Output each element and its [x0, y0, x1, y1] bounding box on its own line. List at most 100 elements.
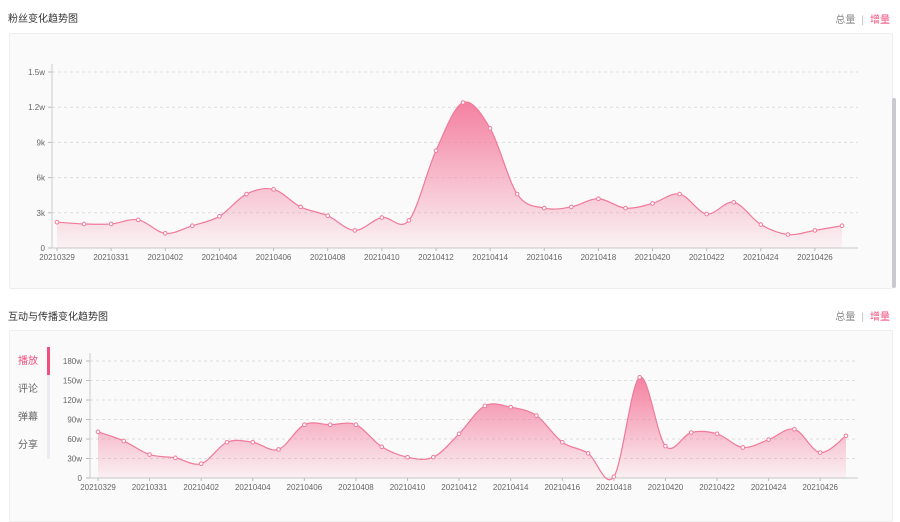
- data-point: [714, 431, 720, 437]
- data-point: [585, 451, 591, 456]
- x-tick-label: 20210404: [202, 253, 238, 262]
- data-point: [379, 444, 385, 450]
- data-point: [327, 422, 333, 428]
- data-point: [482, 403, 488, 409]
- data-point: [623, 205, 628, 211]
- data-point: [650, 201, 655, 206]
- x-tick-label: 20210412: [418, 253, 454, 262]
- data-point: [244, 191, 249, 197]
- x-tick-label: 20210420: [635, 253, 671, 262]
- x-tick-label: 20210331: [93, 253, 129, 262]
- interaction-section-title: 互动与传播变化趋势图: [8, 312, 108, 323]
- y-tick-label: 1.2w: [28, 103, 45, 112]
- data-point: [353, 422, 359, 428]
- x-tick-label: 20210412: [441, 483, 477, 492]
- data-point: [135, 217, 141, 223]
- tab-play[interactable]: 播放: [18, 356, 38, 367]
- x-tick-label: 20210408: [338, 483, 374, 492]
- data-point: [677, 191, 682, 197]
- interaction-toggle-increment[interactable]: 增量: [870, 312, 890, 323]
- x-tick-label: 20210416: [526, 253, 562, 262]
- data-point: [740, 445, 746, 450]
- y-tick-label: 90w: [67, 416, 82, 425]
- x-tick-label: 20210329: [39, 253, 75, 262]
- x-tick-label: 20210408: [310, 253, 346, 262]
- x-tick-label: 20210424: [743, 253, 779, 262]
- data-point: [514, 191, 520, 197]
- x-tick-label: 20210406: [287, 483, 323, 492]
- y-tick-label: 1.5w: [28, 68, 45, 77]
- x-tick-label: 20210416: [544, 483, 580, 492]
- metric-tab-indicator: [47, 347, 50, 375]
- tab-share[interactable]: 分享: [18, 440, 38, 451]
- data-point: [508, 404, 513, 410]
- data-point: [460, 100, 466, 105]
- data-point: [276, 447, 281, 452]
- interaction-toggle-total[interactable]: 总量: [835, 312, 856, 323]
- data-point: [81, 221, 87, 227]
- fans-chart: 0 3k 6k 9k 1.2w 1.5w 20210329 20210331 20210402 2…: [28, 64, 858, 262]
- data-point: [433, 148, 439, 153]
- y-tick-label: 180w: [63, 357, 82, 366]
- data-point: [843, 433, 849, 439]
- x-tick-label: 20210406: [256, 253, 292, 262]
- metric-tabs: 播放 评论 弹幕 分享: [18, 348, 50, 460]
- x-tick-label: 20210402: [147, 253, 183, 262]
- data-point: [302, 422, 307, 428]
- data-point: [217, 214, 222, 219]
- series-area: [57, 101, 842, 248]
- x-tick-label: 20210418: [581, 253, 617, 262]
- data-point: [405, 454, 410, 460]
- data-point: [541, 205, 547, 211]
- data-point: [487, 126, 493, 131]
- data-point: [596, 196, 601, 202]
- data-point: [147, 452, 152, 457]
- series-area: [98, 376, 846, 480]
- data-point: [298, 204, 303, 210]
- x-tick-label: 20210329: [80, 483, 116, 492]
- data-point: [758, 222, 764, 227]
- x-tick-label: 20210402: [183, 483, 219, 492]
- data-point: [839, 223, 845, 229]
- data-point: [431, 454, 436, 460]
- data-point: [108, 221, 114, 227]
- data-point: [663, 443, 668, 449]
- data-point: [766, 437, 771, 442]
- interaction-chart: 0 30w 60w 90w 120w 150w 180w 20210329 20210331 20…: [63, 353, 858, 492]
- page-scrollbar[interactable]: [892, 98, 896, 288]
- data-point: [812, 228, 818, 233]
- x-tick-label: 20210414: [472, 253, 508, 262]
- x-tick-label: 20210420: [648, 483, 684, 492]
- tab-comment[interactable]: 评论: [18, 384, 38, 395]
- toggle-separator: |: [861, 15, 864, 26]
- data-point: [785, 232, 791, 237]
- data-point: [704, 211, 709, 217]
- y-tick-label: 3k: [37, 209, 46, 218]
- y-tick-label: 0: [78, 474, 83, 483]
- fans-toggle-increment[interactable]: 增量: [870, 15, 890, 26]
- data-point: [198, 461, 204, 467]
- y-tick-label: 120w: [63, 396, 82, 405]
- fans-toggle-total[interactable]: 总量: [835, 15, 856, 26]
- tab-danmaku[interactable]: 弹幕: [18, 412, 38, 423]
- y-tick-label: 0: [41, 244, 46, 253]
- toggle-separator: |: [861, 312, 864, 323]
- y-tick-label: 60w: [67, 435, 82, 444]
- x-tick-label: 20210410: [364, 253, 400, 262]
- data-point: [190, 223, 195, 229]
- x-tick-label: 20210331: [132, 483, 168, 492]
- data-point: [162, 231, 168, 236]
- x-tick-label: 20210414: [493, 483, 529, 492]
- data-point: [792, 426, 797, 432]
- data-point: [456, 431, 462, 437]
- fans-section-title: 粉丝变化趋势图: [8, 14, 78, 25]
- data-point: [250, 439, 256, 445]
- x-tick-label: 20210424: [751, 483, 787, 492]
- x-tick-label: 20210404: [235, 483, 271, 492]
- x-tick-label: 20210410: [390, 483, 426, 492]
- data-point: [54, 219, 60, 225]
- data-point: [637, 374, 642, 380]
- data-point: [95, 429, 101, 435]
- data-point: [817, 450, 823, 455]
- data-point: [173, 455, 178, 461]
